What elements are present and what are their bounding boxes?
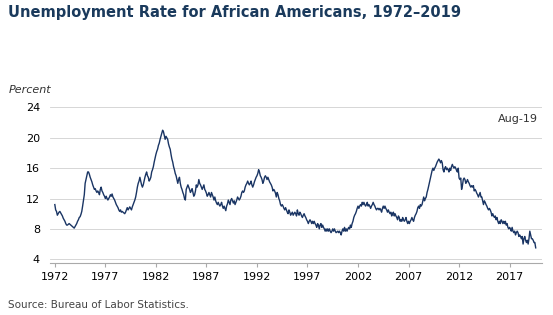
Text: Unemployment Rate for African Americans, 1972–2019: Unemployment Rate for African Americans,… [8, 5, 461, 20]
Text: Source: Bureau of Labor Statistics.: Source: Bureau of Labor Statistics. [8, 300, 189, 310]
Text: Percent: Percent [8, 85, 51, 95]
Text: Aug-19: Aug-19 [498, 113, 538, 123]
